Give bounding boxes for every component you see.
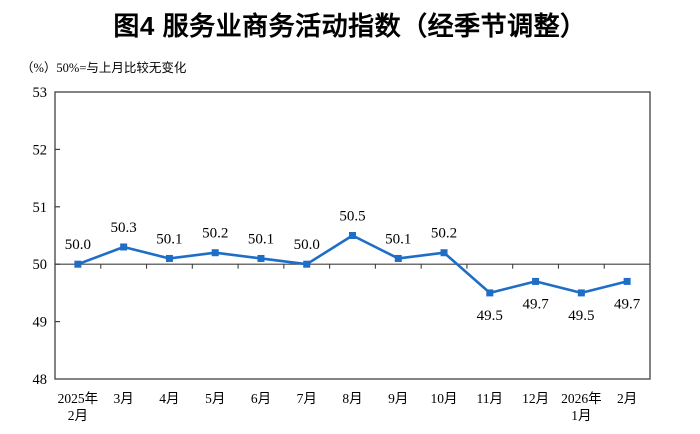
x-axis-label: 3月 <box>114 391 134 406</box>
data-point-marker <box>486 289 494 297</box>
x-axis-label: 8月 <box>342 391 362 406</box>
data-point-marker <box>120 243 128 251</box>
data-point-label: 50.1 <box>156 231 182 247</box>
data-point-label: 50.3 <box>111 220 137 236</box>
data-point-marker <box>623 277 631 285</box>
data-point-label: 50.0 <box>294 237 320 253</box>
y-axis-label: 50 <box>33 257 48 273</box>
data-point-marker <box>74 260 82 268</box>
y-axis-label: 52 <box>33 142 48 158</box>
x-axis-label: 2026年 <box>561 391 602 406</box>
data-point-marker <box>394 254 402 262</box>
data-point-label: 50.1 <box>385 231 411 247</box>
x-axis-label: 2月 <box>68 408 88 423</box>
data-point-label: 50.1 <box>248 231 274 247</box>
x-axis-label: 4月 <box>159 391 179 406</box>
x-axis-label: 7月 <box>297 391 317 406</box>
chart-title: 图4 服务业商务活动指数（经季节调整） <box>113 11 587 41</box>
x-axis-label: 2025年 <box>58 391 99 406</box>
data-point-marker <box>211 249 219 257</box>
data-point-marker <box>165 254 173 262</box>
data-point-label: 50.0 <box>65 237 91 253</box>
x-axis-label: 2月 <box>617 391 637 406</box>
x-axis-label: 12月 <box>522 391 549 406</box>
x-axis-label: 5月 <box>205 391 225 406</box>
data-point-marker <box>532 277 540 285</box>
data-point-label: 49.7 <box>614 296 641 312</box>
plot-border <box>54 91 651 380</box>
data-point-marker <box>303 260 311 268</box>
x-axis-label: 6月 <box>251 391 271 406</box>
data-point-label: 50.5 <box>339 209 365 225</box>
y-axis-label: 48 <box>33 372 48 388</box>
data-point-marker <box>440 249 448 257</box>
x-axis-label: 11月 <box>477 391 504 406</box>
data-point-label: 49.5 <box>568 308 594 324</box>
x-axis-label: 10月 <box>431 391 458 406</box>
axis-unit-note: （%）50%=与上月比较无变化 <box>21 61 187 75</box>
data-point-label: 49.5 <box>477 308 503 324</box>
data-point-label: 50.2 <box>202 226 228 242</box>
data-point-label: 50.2 <box>431 226 457 242</box>
x-axis-label: 9月 <box>388 391 408 406</box>
y-axis-label: 51 <box>33 200 48 216</box>
data-point-marker <box>349 232 356 239</box>
y-axis-label: 53 <box>33 85 48 101</box>
data-point-label: 49.7 <box>522 296 549 312</box>
data-point-marker <box>257 254 265 262</box>
x-axis-label: 1月 <box>571 408 591 423</box>
y-axis-label: 49 <box>33 315 48 331</box>
data-point-marker <box>577 289 585 297</box>
